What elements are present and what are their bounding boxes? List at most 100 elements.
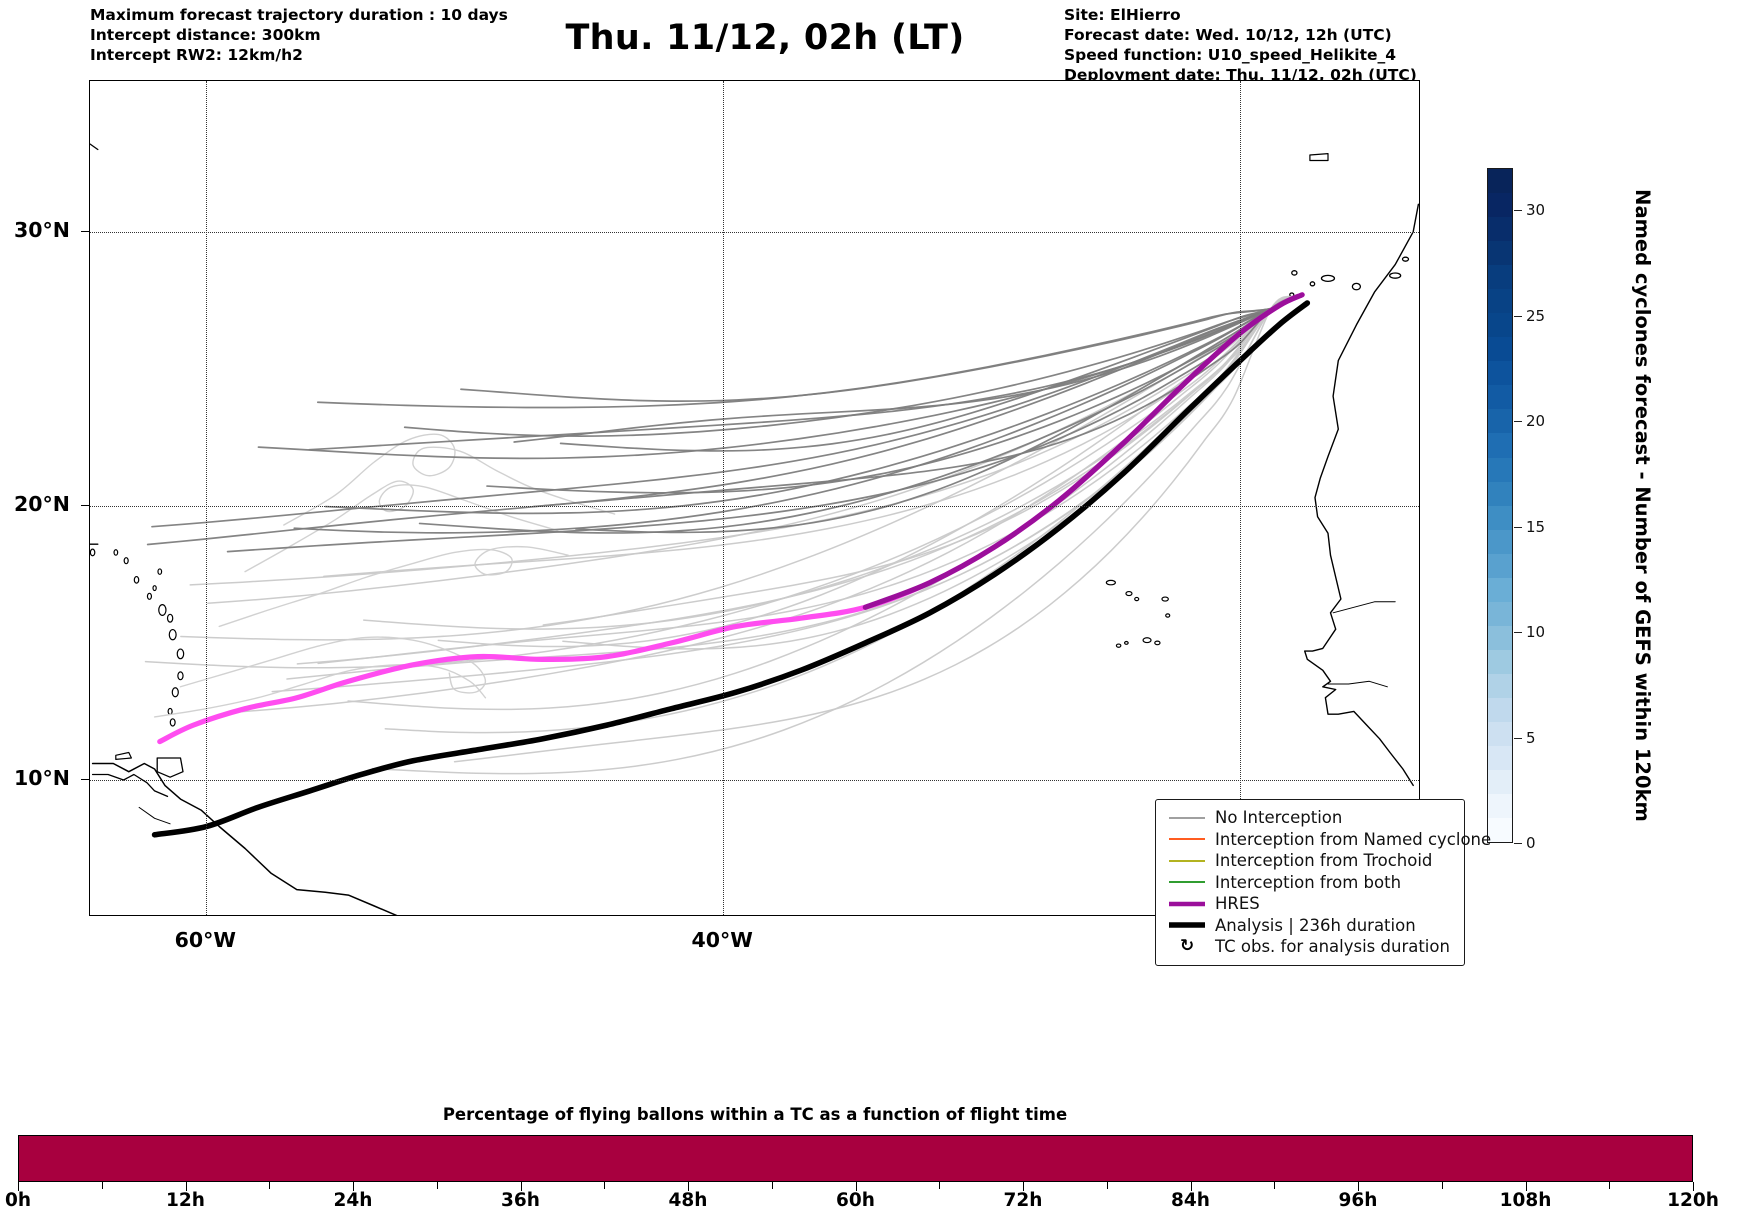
colorbar-segment	[1488, 265, 1512, 290]
percentage-bar-tick-label: 108h	[1499, 1190, 1552, 1211]
percentage-bar-tick-label: 60h	[836, 1190, 875, 1211]
trajectory-no-interception	[453, 295, 1296, 763]
colorbar-segment	[1488, 577, 1512, 602]
legend-line-swatch	[1169, 881, 1205, 884]
percentage-bar-tick-label: 120h	[1667, 1190, 1719, 1211]
percentage-bar-fill	[19, 1136, 1692, 1181]
colorbar-title: Named cyclones forecast - Number of GEFS…	[1631, 189, 1654, 822]
colorbar-segment	[1488, 385, 1512, 410]
island-canary	[1389, 272, 1402, 279]
island-cape-verde	[1105, 579, 1116, 586]
trajectory-no-interception	[384, 295, 1296, 734]
trajectory-no-interception	[323, 295, 1296, 578]
island-canary	[1401, 256, 1410, 262]
header-deployment-date: Deployment date: Thu. 11/12, 02h (UTC)	[1064, 66, 1417, 84]
island-canary	[1309, 281, 1316, 287]
header-max-duration: Maximum forecast trajectory duration : 1…	[90, 6, 508, 24]
percentage-bar-tick-mark	[1023, 1182, 1024, 1191]
legend-line-swatch	[1169, 816, 1205, 819]
coastline-south-america	[91, 762, 398, 915]
map-gridline-horizontal	[90, 505, 1419, 507]
island-lesser-antilles	[176, 648, 185, 660]
island-cape-verde	[1165, 613, 1171, 618]
legend-line-key	[1164, 812, 1210, 824]
trajectory-no-interception	[363, 295, 1296, 630]
colorbar-segment	[1488, 409, 1512, 434]
legend-item[interactable]: ↺ TC obs. for analysis duration	[1164, 936, 1455, 958]
percentage-bar-minor-tick	[604, 1182, 606, 1189]
percentage-bar-minor-tick	[1106, 1182, 1108, 1189]
legend-item-label: Interception from Named cyclone	[1215, 829, 1492, 849]
colorbar-segment	[1488, 721, 1512, 746]
header-intercept-distance: Intercept distance: 300km	[90, 26, 321, 44]
map-plot-area[interactable]	[89, 80, 1420, 916]
trajectory-no-interception	[559, 295, 1296, 452]
island-cape-verde	[1161, 596, 1169, 602]
map-legend[interactable]: No Interception Interception from Named c…	[1155, 799, 1491, 966]
legend-item[interactable]: Interception from Trochoid	[1164, 850, 1455, 872]
percentage-bar-tick-mark	[353, 1182, 354, 1191]
legend-item-label: Analysis | 236h duration	[1215, 915, 1416, 935]
map-gridline-vertical	[723, 81, 725, 915]
header-speed-function: Speed function: U10_speed_Helikite_4	[1064, 46, 1397, 64]
legend-marker-key: ↺	[1164, 936, 1210, 956]
trajectory-no-interception	[418, 295, 1296, 534]
island-cape-verde	[1125, 590, 1133, 597]
colorbar-tick-label: 10	[1526, 623, 1546, 642]
percentage-bar-axes[interactable]	[18, 1135, 1693, 1182]
trajectory-no-interception	[486, 295, 1296, 494]
map-y-tick-label: 30°N	[14, 217, 70, 242]
colorbar-segment	[1488, 649, 1512, 674]
colorbar-segment	[1488, 457, 1512, 482]
island-lesser-antilles	[133, 575, 140, 584]
map-gridline-horizontal	[90, 779, 1419, 781]
map-x-tick-label: 40°W	[691, 928, 753, 952]
legend-item-label: TC obs. for analysis duration	[1215, 937, 1450, 957]
trajectory-no-interception	[189, 295, 1296, 586]
island-cape-verde	[1142, 637, 1152, 644]
map-y-tick-mark	[81, 230, 89, 232]
percentage-bar-tick-label: 84h	[1171, 1190, 1210, 1211]
percentage-bar-minor-tick	[1609, 1182, 1611, 1189]
legend-line-key	[1164, 876, 1210, 888]
colorbar-segment	[1488, 817, 1512, 842]
colorbar-segment	[1488, 793, 1512, 818]
legend-line-swatch	[1169, 838, 1205, 841]
island-lesser-antilles	[158, 604, 167, 617]
trajectory-hres	[862, 292, 1305, 610]
legend-item[interactable]: Interception from both	[1164, 872, 1455, 894]
legend-item[interactable]: Interception from Named cyclone	[1164, 829, 1491, 851]
island-canary	[1351, 282, 1362, 291]
map-canvas	[90, 143, 1419, 915]
percentage-bar-minor-tick	[1274, 1182, 1276, 1189]
legend-item[interactable]: No Interception	[1164, 807, 1455, 829]
trajectory-no-interception	[513, 295, 1296, 443]
legend-item[interactable]: HRES	[1164, 893, 1455, 915]
colorbar-tick-label: 0	[1526, 834, 1536, 852]
colorbar-segment	[1488, 529, 1512, 554]
colorbar-tick-label: 30	[1526, 201, 1546, 220]
river-senegal	[1332, 601, 1396, 614]
percentage-bar-tick-label: 72h	[1003, 1190, 1043, 1211]
island-lesser-antilles	[169, 718, 176, 727]
percentage-bar-tick-mark	[18, 1182, 19, 1191]
colorbar-segment	[1488, 505, 1512, 530]
legend-item[interactable]: Analysis | 236h duration	[1164, 915, 1455, 937]
percentage-bar-minor-tick	[771, 1182, 773, 1189]
legend-line-swatch	[1169, 859, 1205, 862]
legend-line-swatch	[1169, 901, 1205, 906]
percentage-bar-minor-tick	[101, 1182, 103, 1189]
trajectory-no-interception	[153, 663, 487, 718]
colorbar-segment	[1488, 193, 1512, 218]
map-y-tick-mark	[81, 504, 89, 506]
island-lesser-antilles	[152, 585, 157, 592]
percentage-bar-tick-label: 96h	[1338, 1190, 1378, 1211]
island-lesser-antilles	[113, 549, 119, 556]
colorbar-segment	[1488, 289, 1512, 314]
map-x-tick-label: 60°W	[174, 928, 236, 952]
colorbar-tick-label: 15	[1526, 517, 1546, 536]
percentage-bar-minor-tick	[1441, 1182, 1443, 1189]
river-gambia	[1327, 680, 1388, 688]
legend-line-key	[1164, 855, 1210, 867]
header-forecast-date: Forecast date: Wed. 10/12, 12h (UTC)	[1064, 26, 1392, 44]
